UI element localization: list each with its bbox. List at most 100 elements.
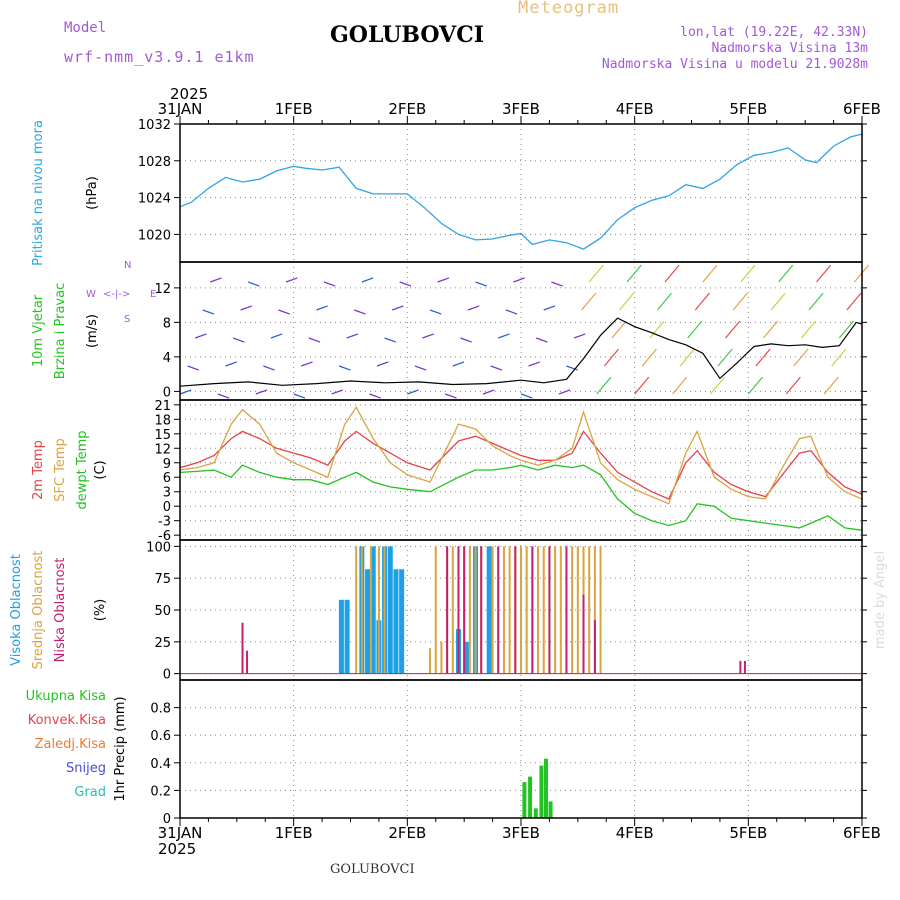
wind-arrow xyxy=(285,277,298,283)
temp-line-2 xyxy=(179,464,863,531)
wind-arrow xyxy=(445,393,457,399)
product-title: Meteogram xyxy=(518,0,620,18)
cloud-bar xyxy=(491,546,494,674)
cloud-bar xyxy=(451,546,454,674)
cloud-bar xyxy=(365,569,371,674)
y-tick-label: 6 xyxy=(163,471,171,486)
wind-arrow xyxy=(702,264,718,283)
cloud-bar xyxy=(338,599,344,674)
wind-arrow xyxy=(611,320,627,339)
date-label-bottom: 4FEB xyxy=(616,824,654,842)
compass-w: W xyxy=(86,289,96,300)
wind-arrow xyxy=(763,320,779,339)
wind-arrow xyxy=(566,365,578,371)
temp-ylabel-sfc: SFC Temp xyxy=(53,438,68,502)
cloud-bar xyxy=(537,546,540,674)
y-tick-label: 18 xyxy=(154,413,171,428)
year-label-bottom: 2025 xyxy=(158,840,196,858)
wind-arrow xyxy=(535,337,548,343)
wind-arrow xyxy=(354,309,366,315)
compass-e: E xyxy=(150,289,156,300)
date-label-top: 5FEB xyxy=(729,100,767,118)
wind-arrow xyxy=(467,305,480,311)
date-label-top: 4FEB xyxy=(616,100,654,118)
wind-arrow xyxy=(528,361,541,367)
temp-ylabel-2m: 2m Temp xyxy=(31,440,46,500)
wind-arrow xyxy=(770,292,786,311)
cloud-bar xyxy=(463,546,466,674)
compass-s: S xyxy=(124,314,130,325)
wind-arrow xyxy=(308,337,321,343)
wind-arrow xyxy=(437,277,450,283)
wind-barbs xyxy=(179,264,870,399)
cloud-bar xyxy=(369,546,372,674)
wind-arrow xyxy=(747,376,763,395)
cloud-bar xyxy=(565,546,568,674)
y-tick-label: 0 xyxy=(163,812,171,827)
wind-arrow xyxy=(384,337,397,343)
wind-arrow xyxy=(687,320,703,339)
wind-arrow xyxy=(725,320,741,339)
wind-arrow xyxy=(505,309,518,315)
date-label-top: 3FEB xyxy=(502,100,540,118)
wind-arrow xyxy=(551,281,563,287)
y-tick-label: 1028 xyxy=(138,155,171,170)
altitude-label: Nadmorska Visina 13m xyxy=(711,41,868,56)
precip-bar xyxy=(533,808,538,818)
wind-arrow xyxy=(460,337,472,343)
precip-legend-item: Konvek.Kisa xyxy=(28,713,106,728)
compass-n: N xyxy=(124,260,131,271)
cloud-bar xyxy=(377,546,380,674)
cloud-bar xyxy=(429,648,432,674)
wind-arrow xyxy=(641,348,657,367)
wind-arrow xyxy=(679,348,695,367)
wind-arrow xyxy=(391,305,404,311)
date-label-top: 1FEB xyxy=(275,100,313,118)
cloud-bar xyxy=(531,546,534,674)
wind-arrow xyxy=(301,361,313,367)
cloud-bar xyxy=(457,546,460,674)
wind-arrow xyxy=(656,292,673,311)
cloud-bar xyxy=(399,569,405,674)
wind-arrow xyxy=(452,361,465,367)
wind-ylabel-2: Brzina i Pravac xyxy=(53,283,68,380)
y-tick-label: 1020 xyxy=(138,228,171,243)
wind-arrow xyxy=(603,348,619,367)
model-altitude-label: Nadmorska Visina u modelu 21.9028m xyxy=(601,57,868,72)
wind-arrow xyxy=(785,376,801,395)
precip-bar xyxy=(528,776,533,818)
cloud-bar xyxy=(355,546,358,674)
wind-arrow xyxy=(361,277,374,283)
wind-arrow xyxy=(194,333,207,339)
y-tick-label: 1032 xyxy=(138,118,171,133)
cloud-bar xyxy=(393,569,399,674)
wind-arrow xyxy=(414,365,427,371)
wind-arrow xyxy=(331,389,344,395)
wind-arrow xyxy=(263,365,275,371)
cloud-bar xyxy=(387,546,393,674)
cloud-bar xyxy=(246,650,249,674)
wind-arrow xyxy=(800,320,816,339)
date-label-bottom: 1FEB xyxy=(275,824,313,842)
cloud-bar xyxy=(520,546,522,674)
wind-arrow xyxy=(573,333,586,339)
cloud-bar xyxy=(554,546,557,674)
wind-arrow xyxy=(240,305,253,311)
wind-arrow xyxy=(376,361,389,367)
cloud-bar xyxy=(383,546,386,674)
wind-unit: (m/s) xyxy=(85,314,100,348)
wind-arrow xyxy=(323,281,336,287)
y-tick-label: 4 xyxy=(163,351,171,366)
y-tick-label: 100 xyxy=(146,540,171,555)
wind-arrow xyxy=(232,337,245,343)
y-tick-label: 0 xyxy=(163,668,171,683)
temp-line-1 xyxy=(179,405,863,505)
wind-arrow xyxy=(225,361,237,367)
cloud-bar xyxy=(571,546,574,674)
cloud-bar xyxy=(593,546,596,674)
wind-arrow xyxy=(694,292,710,311)
cloud-ylabel-low: Niska Oblacnost xyxy=(53,558,68,663)
wind-arrow xyxy=(558,389,571,395)
cloud-bar xyxy=(446,546,449,674)
